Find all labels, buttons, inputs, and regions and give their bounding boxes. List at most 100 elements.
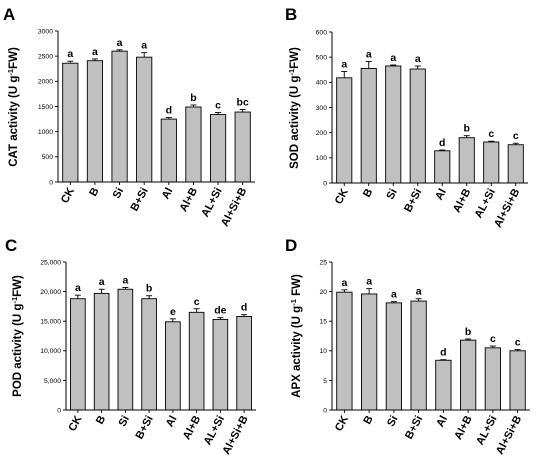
- bar-b-7: [507, 144, 524, 184]
- panel-b: BaCKaBaSiaB+SidAlbAl+BcAL+SicAl+Si+B0100…: [285, 5, 528, 230]
- sig-letter-c-0: a: [75, 282, 81, 294]
- bar-c-2: [117, 288, 134, 411]
- y-tick-label-c-1: 5,000: [44, 378, 61, 385]
- error-bar-a-4: [165, 117, 172, 120]
- y-tick-label-c-2: 10,000: [40, 348, 61, 355]
- bar-a-6: [209, 114, 227, 183]
- x-tick-label-a-0: CK: [59, 186, 77, 206]
- error-bar-c-3: [146, 295, 153, 299]
- x-tick-label-d-1: B: [361, 414, 375, 427]
- y-tick-label-c-4: 20,000: [40, 289, 61, 296]
- error-bar-a-6: [215, 112, 222, 115]
- y-tick-label-d-1: 5: [323, 378, 327, 385]
- sig-letter-b-2: a: [390, 52, 396, 64]
- bar-a-2: [111, 50, 128, 183]
- x-tick-label-d-0: CK: [333, 414, 351, 434]
- y-tick-label-a-0: 0: [49, 179, 53, 186]
- sig-letter-b-5: b: [464, 123, 470, 135]
- sig-letter-a-7: bc: [237, 97, 249, 109]
- sig-letter-c-5: c: [194, 296, 200, 308]
- x-tick-label-b-4: Al: [433, 187, 449, 202]
- x-tick-label-a-4: Al: [160, 186, 176, 201]
- bar-a-0: [62, 62, 79, 183]
- bar-c-0: [70, 298, 86, 411]
- bar-b-2: [385, 65, 402, 184]
- sig-letter-b-3: a: [415, 53, 421, 65]
- y-tick-label-b-3: 300: [316, 105, 328, 112]
- error-bar-b-5: [463, 135, 470, 138]
- bar-d-0: [336, 291, 353, 411]
- error-bar-a-2: [116, 49, 123, 52]
- bar-d-6: [484, 347, 502, 411]
- error-bar-c-4: [169, 318, 176, 322]
- sig-letter-d-0: a: [341, 277, 347, 289]
- error-bar-b-2: [390, 64, 397, 66]
- panel-label-a: A: [3, 5, 15, 24]
- sig-letter-a-6: c: [215, 100, 221, 112]
- y-tick-label-b-4: 400: [316, 80, 328, 87]
- error-bar-d-5: [465, 338, 472, 341]
- error-bar-b-7: [512, 142, 519, 145]
- panel-a: AaCKaBaSiaB+SidAlbAl+BcAL+SibcAl+Si+B050…: [3, 5, 255, 229]
- x-tick-label-a-3: B+Si: [129, 186, 151, 214]
- panel-c: CaCKaBaSibB+SieAlcAl+BdeAL+SidAl+Si+B05,…: [5, 236, 256, 457]
- bar-d-7: [509, 350, 526, 411]
- sig-letter-a-1: a: [92, 46, 98, 58]
- bar-c-3: [141, 298, 157, 411]
- bar-b-5: [458, 137, 475, 184]
- sig-letter-b-0: a: [341, 59, 347, 71]
- x-tick-label-b-1: B: [361, 187, 375, 200]
- x-tick-label-c-4: Al: [164, 414, 180, 429]
- y-axis-label-c: POD activity (U g-1FW): [10, 275, 25, 397]
- bar-a-7: [234, 111, 251, 183]
- bar-a-1: [86, 60, 104, 183]
- error-bar-d-4: [440, 359, 447, 361]
- sig-letter-d-1: a: [366, 276, 372, 288]
- sig-letter-c-4: e: [170, 306, 176, 318]
- bar-d-1: [361, 293, 378, 411]
- x-tick-label-c-1: B: [94, 414, 108, 427]
- x-tick-label-d-5: Al+B: [452, 414, 475, 442]
- x-tick-label-d-4: Al: [434, 414, 450, 429]
- error-bar-c-1: [98, 288, 105, 294]
- x-tick-label-c-3: B+Si: [134, 414, 156, 442]
- y-axis-label-b: SOD activity (U g-1FW): [287, 47, 302, 169]
- error-bar-d-3: [415, 298, 422, 302]
- panel-label-d: D: [285, 236, 297, 255]
- bar-d-3: [410, 300, 427, 411]
- y-tick-label-a-5: 2500: [38, 54, 53, 61]
- error-bar-b-1: [365, 60, 372, 69]
- y-tick-label-a-6: 3000: [38, 28, 53, 35]
- sig-letter-c-6: de: [214, 305, 226, 317]
- error-bar-b-0: [341, 71, 348, 78]
- bar-c-1: [93, 292, 110, 411]
- bar-b-0: [336, 77, 353, 184]
- y-tick-label-d-3: 15: [319, 319, 327, 326]
- error-bar-c-5: [193, 308, 200, 313]
- y-tick-label-b-5: 500: [316, 55, 328, 62]
- y-tick-label-d-4: 20: [319, 289, 327, 296]
- x-tick-label-c-2: Si: [117, 414, 132, 429]
- error-bar-c-7: [241, 314, 248, 317]
- bar-c-7: [236, 316, 252, 411]
- panel-label-b: B: [285, 5, 297, 24]
- y-axis-label-d: APX activity (U g-1 FW): [289, 274, 304, 398]
- x-tick-label-a-1: B: [87, 186, 101, 199]
- y-tick-label-b-0: 0: [323, 180, 327, 187]
- bar-b-4: [434, 150, 451, 184]
- x-tick-label-b-0: CK: [333, 187, 351, 207]
- sig-letter-b-1: a: [366, 48, 372, 60]
- y-tick-label-a-1: 500: [42, 154, 54, 161]
- bar-a-5: [185, 106, 202, 183]
- bar-c-4: [165, 321, 181, 411]
- x-tick-label-b-2: Si: [384, 187, 399, 202]
- x-tick-label-d-2: Si: [385, 414, 400, 429]
- x-tick-label-b-3: B+Si: [402, 187, 424, 215]
- sig-letter-a-4: d: [166, 105, 172, 117]
- bar-d-2: [385, 302, 403, 411]
- panel-label-c: C: [5, 236, 17, 255]
- y-tick-label-c-5: 25,000: [40, 259, 61, 266]
- sig-letter-d-2: a: [391, 289, 397, 301]
- error-bar-d-0: [341, 289, 348, 293]
